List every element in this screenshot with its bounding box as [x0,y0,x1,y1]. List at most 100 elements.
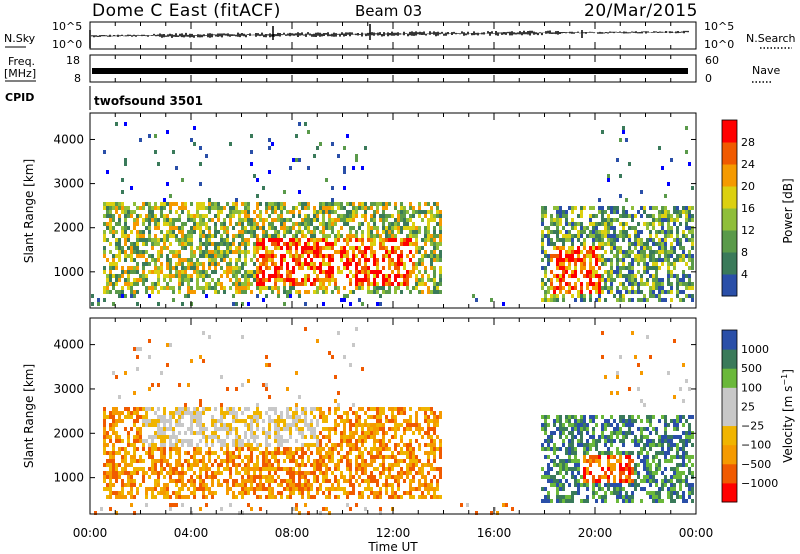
heatmap-cell [604,282,607,286]
heatmap-cell [346,435,349,439]
heatmap-cell [274,427,277,431]
heatmap-cell [166,246,169,250]
heatmap-cell [211,262,214,266]
heatmap-cell [691,262,694,266]
heatmap-cell [385,226,388,230]
heatmap-cell [325,475,328,479]
heatmap-cell [676,451,679,455]
heatmap-cell [358,419,361,423]
heatmap-cell [427,226,430,230]
heatmap-cell [607,234,610,238]
heatmap-cell [130,411,133,415]
heatmap-cell [397,286,400,290]
heatmap-cell [133,419,136,423]
heatmap-cell [271,463,274,467]
heatmap-cell [121,439,124,443]
heatmap-cell [619,138,622,142]
heatmap-cell [187,467,190,471]
heatmap-cell [193,214,196,218]
heatmap-cell [292,459,295,463]
heatmap-cell [430,495,433,499]
heatmap-cell [121,274,124,278]
heatmap-cell [316,447,319,451]
heatmap-cell [640,250,643,254]
heatmap-cell [346,214,349,218]
heatmap-cell [118,463,121,467]
heatmap-cell [289,447,292,451]
heatmap-cell [418,230,421,234]
heatmap-cell [682,363,685,367]
heatmap-cell [580,431,583,435]
heatmap-cell [256,194,259,198]
heatmap-cell [586,479,589,483]
heatmap-cell [577,258,580,262]
heatmap-cell [577,230,580,234]
heatmap-cell [565,234,568,238]
heatmap-cell [673,274,676,278]
heatmap-cell [235,250,238,254]
heatmap-cell [649,467,652,471]
heatmap-cell [325,242,328,246]
heatmap-cell [304,471,307,475]
heatmap-cell [421,467,424,471]
heatmap-cell [421,483,424,487]
heatmap-cell [199,479,202,483]
heatmap-cell [298,463,301,467]
heatmap-cell [607,206,610,210]
heatmap-cell [220,407,223,411]
y-tick-label: 1000 [53,265,84,279]
heatmap-cell [601,222,604,226]
heatmap-cell [280,226,283,230]
heatmap-cell [691,242,694,246]
heatmap-cell [379,439,382,443]
heatmap-cell [178,447,181,451]
heatmap-cell [163,467,166,471]
heatmap-cell [682,234,685,238]
heatmap-cell [655,483,658,487]
heatmap-cell [691,463,694,467]
heatmap-cell [319,246,322,250]
heatmap-cell [409,471,412,475]
heatmap-cell [199,226,202,230]
heatmap-cell [622,250,625,254]
heatmap-cell [658,286,661,290]
heatmap-cell [607,479,610,483]
heatmap-cell [355,206,358,210]
heatmap-cell [223,258,226,262]
heatmap-cell [685,222,688,226]
heatmap-cell [295,262,298,266]
heatmap-cell [661,226,664,230]
heatmap-cell [553,451,556,455]
heatmap-cell [154,214,157,218]
heatmap-cell [112,302,115,306]
heatmap-cell [430,419,433,423]
heatmap-cell [382,254,385,258]
heatmap-cell [376,262,379,266]
heatmap-cell [217,202,220,206]
heatmap-cell [145,495,148,499]
heatmap-cell [631,298,634,302]
heatmap-cell [106,282,109,286]
heatmap-cell [376,270,379,274]
heatmap-cell [562,210,565,214]
heatmap-cell [691,455,694,459]
heatmap-cell [406,234,409,238]
heatmap-cell [337,467,340,471]
heatmap-cell [115,511,118,515]
heatmap-cell [349,302,352,306]
heatmap-cell [244,487,247,491]
heatmap-cell [586,447,589,451]
heatmap-cell [643,246,646,250]
heatmap-cell [268,427,271,431]
heatmap-cell [145,258,148,262]
heatmap-cell [184,403,187,407]
heatmap-cell [163,206,166,210]
heatmap-cell [580,250,583,254]
heatmap-cell [151,459,154,463]
heatmap-cell [616,447,619,451]
heatmap-cell [637,290,640,294]
heatmap-cell [226,479,229,483]
heatmap-cell [574,234,577,238]
heatmap-cell [193,495,196,499]
heatmap-cell [202,266,205,270]
